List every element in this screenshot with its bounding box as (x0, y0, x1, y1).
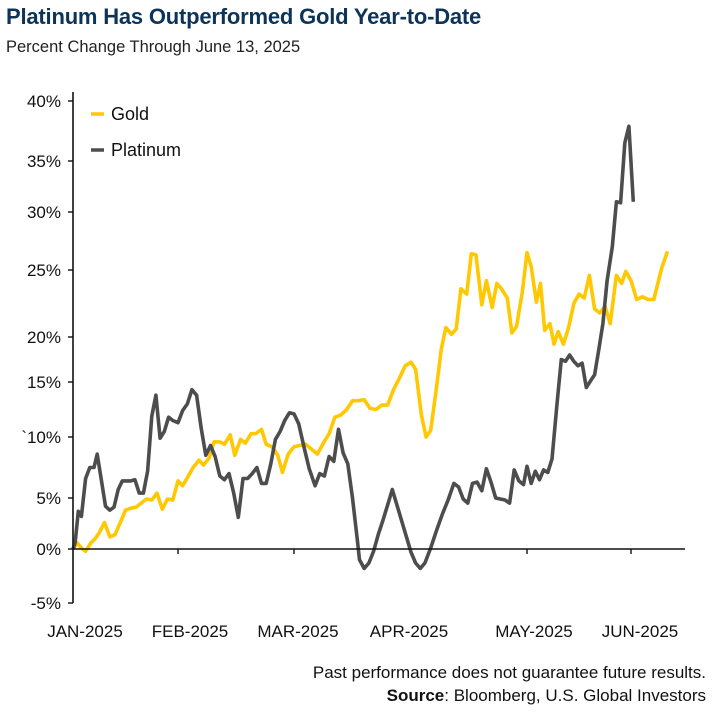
series-line-gold (71, 250, 670, 553)
y-tick-label: `10% (21, 428, 61, 447)
source-label: Source (386, 686, 445, 705)
legend-label-gold: Gold (111, 104, 149, 124)
series-line-platinum (71, 124, 636, 571)
chart-subtitle: Percent Change Through June 13, 2025 (6, 38, 301, 56)
series-lines (71, 124, 670, 571)
y-tick-label: 5% (36, 489, 61, 508)
source-text: Source: Bloomberg, U.S. Global Investors (387, 686, 706, 706)
x-tick-label: JUN-2025 (602, 622, 679, 641)
x-tick-label: APR-2025 (370, 622, 448, 641)
y-tick-label: 15% (27, 373, 61, 392)
y-tick-label: 30% (27, 203, 61, 222)
x-tick-label: MAY-2025 (495, 622, 573, 641)
x-tick-label: MAR-2025 (257, 622, 338, 641)
y-tick-label: 40% (27, 92, 61, 111)
chart-title: Platinum Has Outperformed Gold Year-to-D… (6, 4, 482, 29)
y-tick-label: 20% (27, 328, 61, 347)
y-tick-label: 25% (27, 261, 61, 280)
x-axis-ticks: JAN-2025 FEB-2025 MAR-2025 APR-2025 MAY-2025… (47, 549, 678, 641)
y-tick-label: -5% (31, 594, 61, 613)
x-tick-label: JAN-2025 (47, 622, 123, 641)
disclaimer-text: Past performance does not guarantee futu… (312, 663, 706, 682)
y-axis-ticks: 40% 35% 30% 25% 20% 15% `10% 5% 0% -5% (21, 92, 73, 613)
source-value: : Bloomberg, U.S. Global Investors (444, 686, 706, 705)
legend-label-platinum: Platinum (111, 140, 181, 160)
x-tick-label: FEB-2025 (152, 622, 229, 641)
y-tick-label: 0% (36, 540, 61, 559)
legend: Gold Platinum (91, 104, 181, 160)
y-tick-label: 35% (27, 152, 61, 171)
